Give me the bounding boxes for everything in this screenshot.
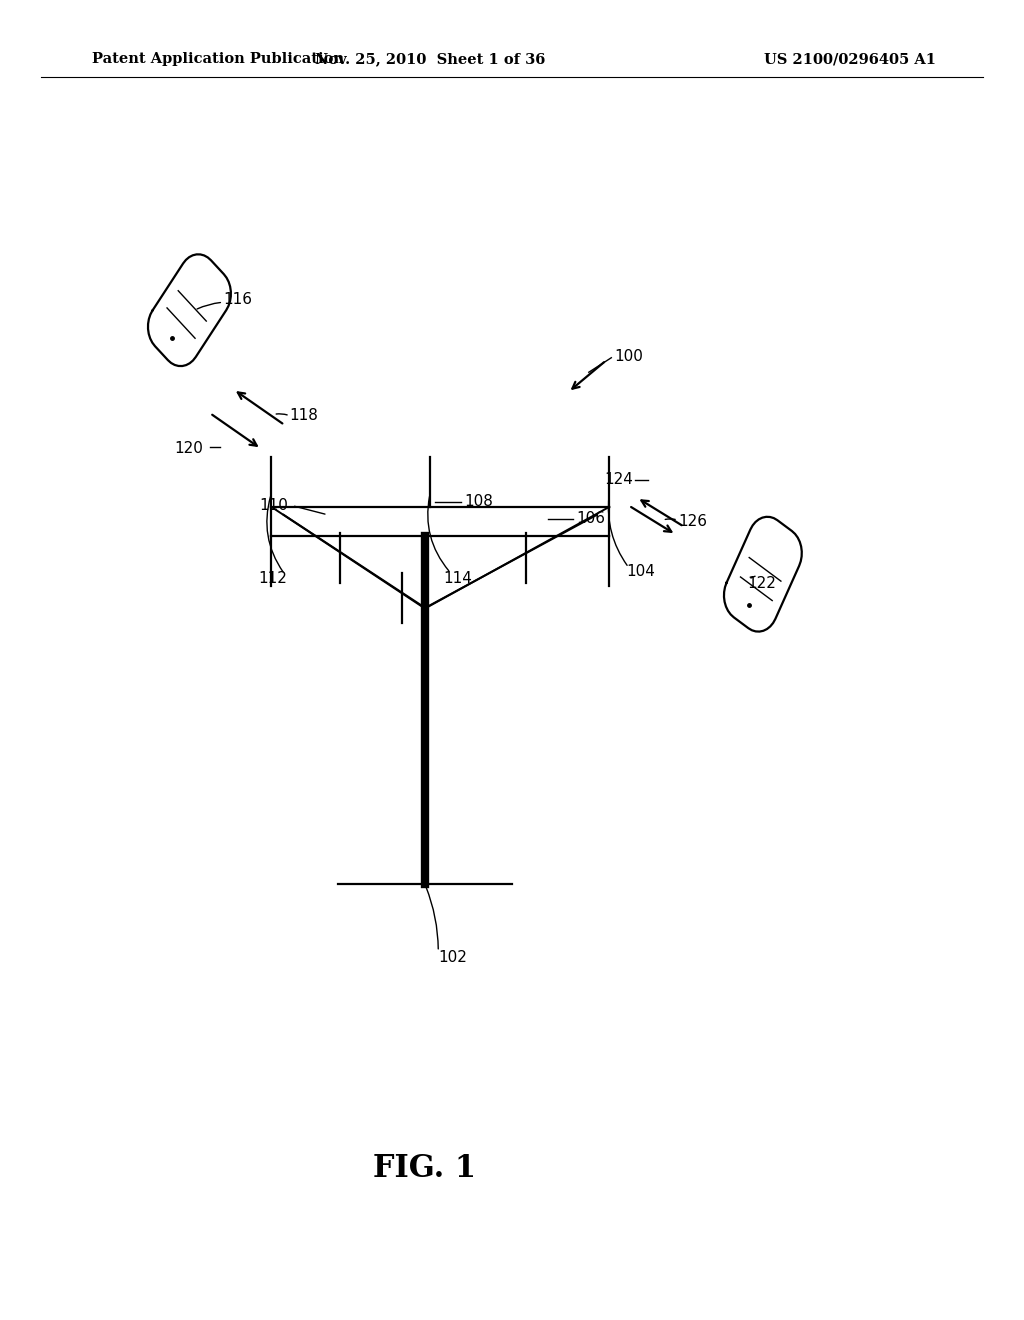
Text: 120: 120 <box>174 441 203 457</box>
Text: 102: 102 <box>438 949 467 965</box>
Text: 124: 124 <box>604 471 633 487</box>
Text: 110: 110 <box>259 498 288 513</box>
Text: Patent Application Publication: Patent Application Publication <box>92 53 344 66</box>
Text: US 2100/0296405 A1: US 2100/0296405 A1 <box>764 53 936 66</box>
Text: 112: 112 <box>258 570 287 586</box>
Text: FIG. 1: FIG. 1 <box>374 1152 476 1184</box>
Text: Nov. 25, 2010  Sheet 1 of 36: Nov. 25, 2010 Sheet 1 of 36 <box>315 53 545 66</box>
Text: 108: 108 <box>464 494 493 510</box>
Text: 122: 122 <box>748 576 776 591</box>
Text: 116: 116 <box>223 292 252 308</box>
Text: 126: 126 <box>678 513 707 529</box>
Text: 118: 118 <box>290 408 318 424</box>
Text: 106: 106 <box>577 511 605 527</box>
Text: 104: 104 <box>627 564 655 579</box>
Text: 100: 100 <box>614 348 643 364</box>
Text: 114: 114 <box>443 570 472 586</box>
